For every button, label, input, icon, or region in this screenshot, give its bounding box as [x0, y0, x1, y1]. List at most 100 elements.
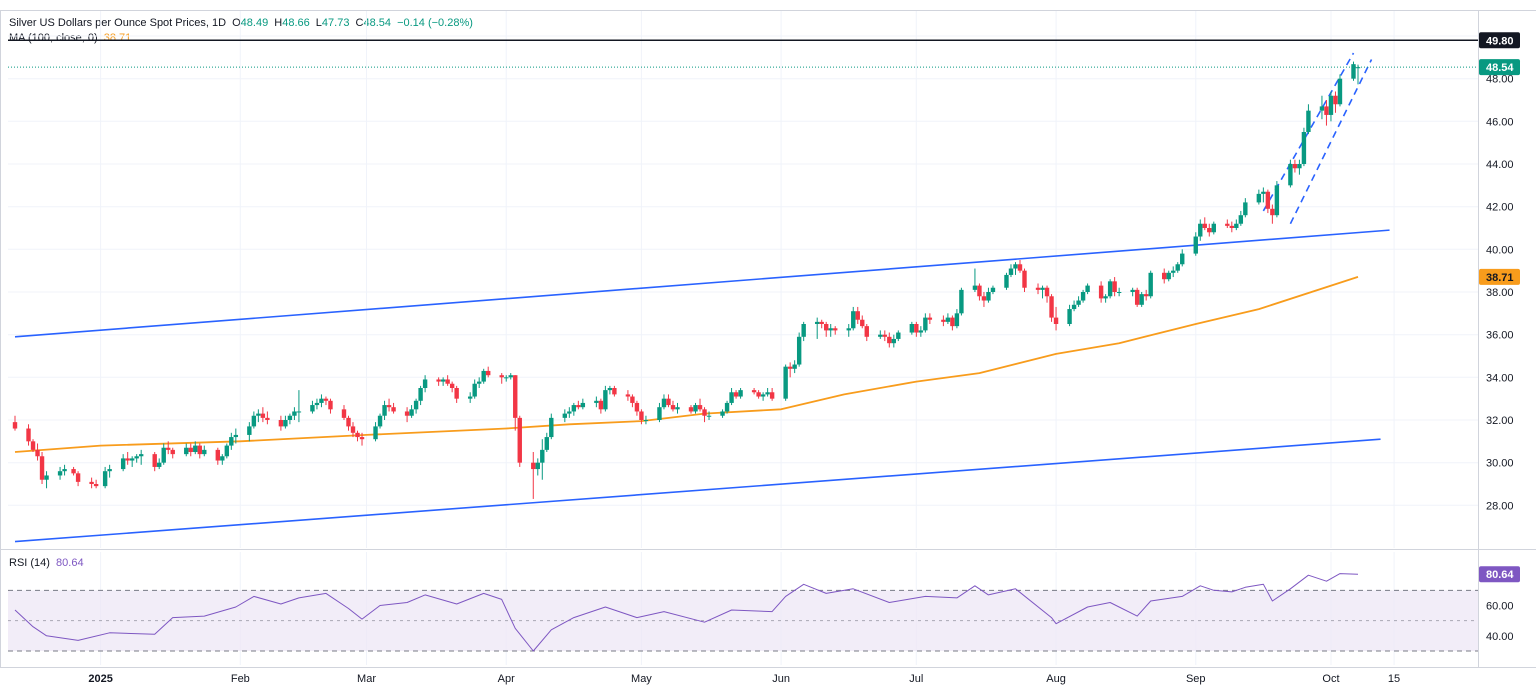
candle-body: [224, 445, 230, 457]
candle: [643, 415, 649, 425]
candle-body: [643, 420, 649, 421]
candle-body: [882, 334, 887, 337]
candle-body: [341, 409, 347, 418]
time-tick-label: Oct: [1322, 673, 1339, 685]
candle-body: [1256, 193, 1262, 203]
candle-body: [1261, 191, 1266, 194]
candle: [107, 464, 112, 478]
candle: [283, 415, 288, 429]
candle: [1301, 127, 1307, 167]
candle: [535, 458, 540, 476]
ma-badge: 38.71: [1486, 272, 1514, 284]
candle: [1022, 268, 1027, 292]
candle-body: [220, 456, 225, 461]
candle: [1013, 262, 1018, 275]
candle-body: [1238, 215, 1244, 224]
candle-body: [30, 441, 36, 450]
candle-body: [215, 449, 221, 461]
candle-body: [1207, 228, 1212, 233]
candle-body: [1211, 223, 1216, 233]
candle-body: [314, 402, 320, 406]
time-tick-label: Jun: [772, 673, 790, 685]
candle: [377, 413, 383, 429]
candle: [630, 394, 635, 408]
candle: [891, 334, 897, 348]
candle-body: [896, 332, 901, 339]
candle-body: [594, 400, 599, 403]
candle-body: [612, 388, 617, 395]
price-tick-label: 48.00: [1486, 74, 1514, 86]
trendline-short-channel-lower: [1289, 59, 1373, 225]
candle-body: [454, 388, 459, 399]
candle-body: [39, 456, 45, 480]
candle-body: [1130, 289, 1135, 292]
symbol-title: Silver US Dollars per Ounce Spot Prices,…: [9, 17, 227, 29]
candle-body: [1265, 191, 1271, 209]
candle: [1324, 100, 1329, 126]
candle: [413, 398, 419, 414]
candle-body: [120, 458, 126, 470]
candle: [346, 415, 351, 431]
trendline-channel-lower: [14, 438, 1381, 543]
candle-body: [562, 413, 568, 418]
candle: [382, 400, 387, 420]
candle-body: [75, 473, 81, 482]
candle-body: [1044, 287, 1050, 297]
candle: [634, 400, 640, 416]
candle: [923, 313, 928, 333]
price-tick-label: 44.00: [1486, 159, 1514, 171]
candle-body: [1166, 272, 1171, 280]
rsi-line: [14, 573, 1359, 652]
candle: [1292, 159, 1298, 173]
candle-body: [346, 417, 351, 427]
candle-body: [382, 405, 387, 416]
candle-body: [855, 311, 860, 320]
candle: [341, 405, 347, 420]
candle: [1207, 223, 1212, 237]
price-tick-label: 46.00: [1486, 116, 1514, 128]
candle: [598, 398, 604, 414]
candle-body: [413, 400, 419, 410]
candle-body: [630, 396, 635, 403]
candle-body: [824, 324, 829, 331]
candle: [1071, 300, 1077, 312]
candle-body: [508, 375, 513, 378]
candle-body: [449, 383, 455, 388]
time-tick-label: May: [631, 673, 652, 685]
candle: [855, 306, 860, 324]
candle-body: [733, 392, 739, 397]
candle: [197, 443, 202, 459]
candle-body: [1085, 285, 1090, 292]
candle-body: [260, 413, 266, 418]
candle-body: [688, 407, 694, 412]
grid-lines: [8, 10, 1478, 665]
candle-body: [977, 285, 982, 297]
candle: [540, 439, 545, 480]
candle-body: [1112, 281, 1117, 292]
candle-body: [1162, 272, 1167, 280]
candle-body: [661, 398, 667, 408]
candle: [436, 377, 441, 386]
candle: [1112, 277, 1117, 297]
price-tick-label: 28.00: [1486, 500, 1514, 512]
candle-body: [729, 392, 734, 403]
candle: [603, 385, 608, 412]
candle-body: [278, 420, 284, 427]
candle: [1017, 260, 1023, 273]
candle-body: [540, 449, 545, 463]
rsi-tick-label: 40.00: [1486, 631, 1514, 643]
low-label: L: [315, 17, 322, 29]
candle-body: [93, 484, 99, 487]
candle: [1139, 292, 1144, 307]
candle-body: [202, 449, 207, 455]
candle: [508, 373, 513, 380]
candle-body: [1328, 95, 1334, 115]
candle-body: [819, 321, 824, 324]
candle: [247, 422, 252, 442]
candle-body: [161, 447, 166, 463]
candle-body: [440, 379, 446, 382]
candle-body: [1270, 208, 1275, 216]
candle-body: [157, 462, 162, 467]
candle-body: [472, 383, 477, 397]
